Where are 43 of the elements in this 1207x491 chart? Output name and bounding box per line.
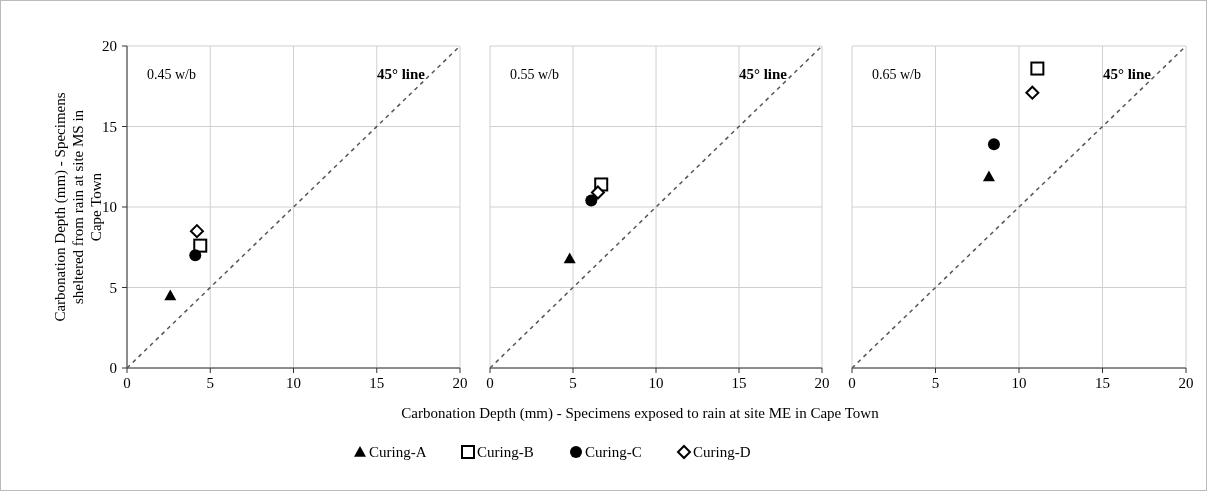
point: [1030, 61, 1045, 76]
x-tick-label: 5: [931, 375, 940, 391]
x-tick-label: 0: [486, 375, 494, 391]
x-tick-label: 20: [1178, 375, 1194, 391]
y-tick-label: 20: [102, 38, 117, 54]
y-tick-label: 10: [102, 199, 117, 215]
x-tick-label: 10: [286, 375, 301, 391]
x-tick-label: 15: [1095, 375, 1110, 391]
point: [585, 194, 598, 207]
legend-label: Curing-D: [693, 444, 751, 460]
point: [987, 138, 1000, 151]
x-axis-title: Carbonation Depth (mm) - Specimens exposed to rain at site ME in Cape Town: [401, 405, 880, 422]
x-tick-label: 15: [369, 375, 385, 391]
x-tick-label: 20: [452, 375, 468, 391]
x-tick-label: 0: [848, 375, 856, 391]
y-tick-label: 0: [109, 360, 117, 376]
y-tick-label: 15: [102, 118, 117, 135]
x-tick-label: 15: [731, 375, 747, 391]
point: [164, 289, 177, 301]
y-axis-title: Carbonation Depth (mm) - Specimens sheltered from rain at site MS in Cape Town: [52, 92, 104, 322]
point: [193, 238, 208, 253]
x-tick-label: 0: [123, 375, 131, 391]
x-tick-label: 5: [569, 375, 577, 391]
point: [590, 185, 605, 200]
y-tick-label: 5: [109, 279, 117, 296]
point: [982, 170, 995, 182]
point: [563, 252, 576, 264]
annotation: 45° line: [376, 66, 426, 82]
annotation: 45° line: [738, 66, 788, 82]
x-tick-label: 20: [814, 375, 830, 391]
x-tick-label: 5: [206, 375, 214, 391]
legend-label: Curing-C: [585, 444, 642, 460]
legend-label: Curing-A: [369, 444, 427, 460]
annotation: 0.55 w/b: [510, 67, 559, 82]
point: [189, 249, 202, 262]
annotation: 45° line: [1102, 66, 1152, 82]
point: [1025, 85, 1040, 100]
x-tick-label: 10: [648, 375, 664, 391]
annotation: 0.45 w/b: [147, 67, 196, 82]
legend-label: Curing-B: [477, 444, 534, 460]
x-tick-label: 10: [1011, 375, 1027, 391]
point: [189, 224, 204, 239]
annotation: 0.65 w/b: [872, 67, 921, 82]
